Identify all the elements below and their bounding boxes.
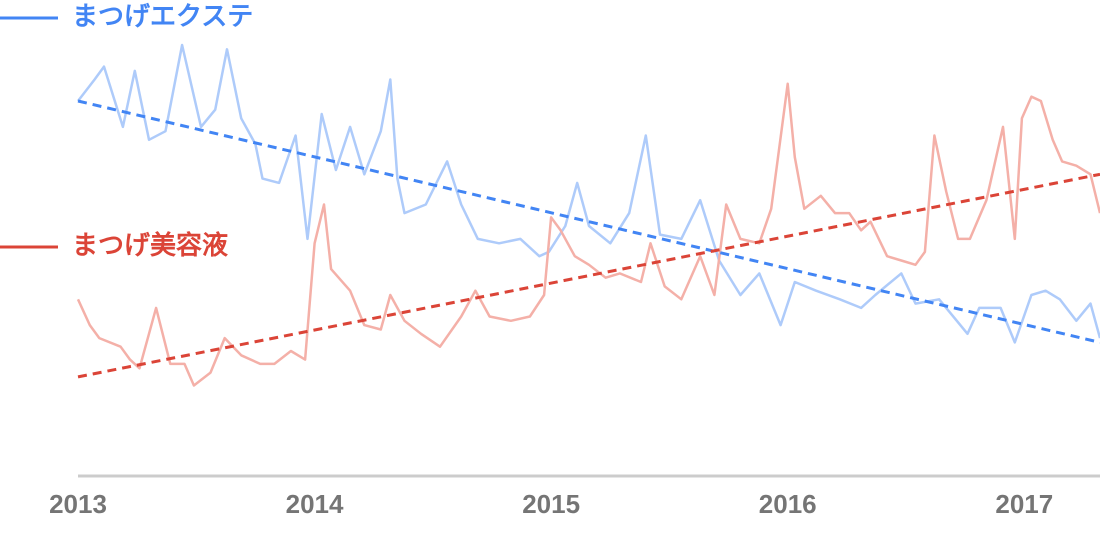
x-tick-label: 2016	[759, 489, 817, 519]
x-tick-label: 2014	[286, 489, 344, 519]
x-tick-label: 2013	[49, 489, 107, 519]
trend-line	[77, 99, 1100, 344]
trend-line	[77, 172, 1100, 379]
legend-label: まつげ美容液	[72, 230, 228, 260]
x-tick-label: 2015	[522, 489, 580, 519]
x-tick-label: 2017	[995, 489, 1053, 519]
legend-label: まつげエクステ	[72, 1, 253, 31]
series-line	[76, 82, 1100, 387]
